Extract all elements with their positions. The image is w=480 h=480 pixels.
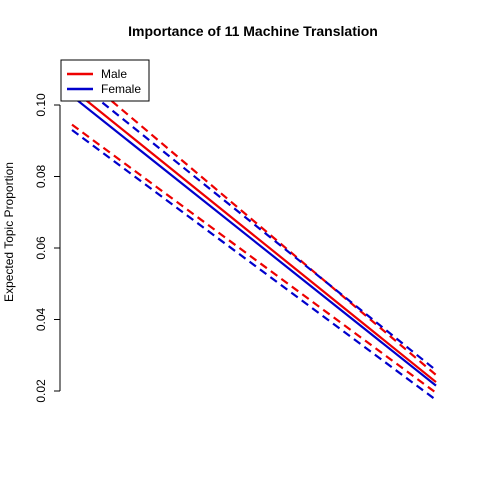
- series-line-female-estimate: [71, 95, 437, 387]
- series-line-male-lower: [71, 123, 437, 394]
- y-tick-label: 0.04: [34, 307, 48, 331]
- plot-lines: [71, 66, 437, 401]
- y-tick-label: 0.10: [34, 93, 48, 117]
- y-tick-label: 0.02: [34, 379, 48, 403]
- legend: Male Female: [60, 59, 150, 102]
- y-axis: 0.02 0.04 0.06 0.08 0.10: [34, 93, 61, 403]
- y-tick-label: 0.08: [34, 164, 48, 188]
- y-tick-label: 0.06: [34, 236, 48, 260]
- legend-label-male: Male: [101, 67, 127, 81]
- legend-box: [60, 59, 150, 102]
- chart-title: Importance of 11 Machine Translation: [128, 23, 378, 39]
- series-line-female-lower: [71, 129, 437, 401]
- series-line-male-estimate: [71, 88, 437, 383]
- y-axis-label: Expected Topic Proportion: [2, 162, 16, 302]
- legend-label-female: Female: [101, 82, 141, 96]
- series-line-male-upper: [71, 66, 437, 376]
- series-line-female-upper: [71, 77, 437, 372]
